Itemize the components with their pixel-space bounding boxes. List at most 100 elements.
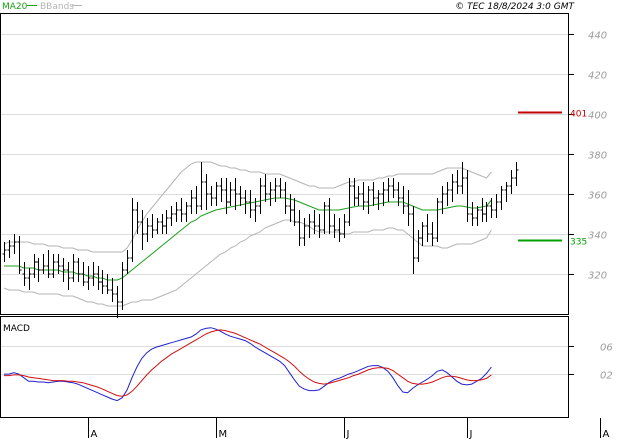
legend-bbands-label: BBands	[40, 2, 74, 12]
ohlc-bar	[480, 198, 485, 222]
ohlc-bar	[66, 262, 71, 290]
price-levels: 401 335	[518, 110, 587, 248]
ohlc-bar	[32, 254, 37, 278]
ohlc-bar	[224, 178, 229, 214]
ohlc-bar	[396, 182, 401, 206]
ohlc-bar	[209, 186, 214, 206]
ohlc-bar	[174, 202, 179, 222]
ohlc-bar	[411, 206, 416, 274]
ohlc-bar	[91, 262, 96, 286]
ohlc-bar	[509, 170, 514, 194]
ohlc-bar	[27, 268, 32, 290]
month-label: J	[346, 429, 350, 440]
ohlc-bar	[450, 174, 455, 202]
ohlc-bar	[199, 162, 204, 210]
ohlc-bar	[337, 218, 342, 242]
ohlc-bar	[41, 254, 46, 274]
ohlc-bar	[465, 170, 470, 222]
ohlc-bar	[356, 186, 361, 206]
ohlc-bar	[233, 178, 238, 210]
ohlc-bar	[484, 202, 489, 222]
ohlc-bar	[253, 198, 258, 222]
ohlc-bar	[342, 214, 347, 238]
month-label: M	[219, 429, 228, 440]
ohlc-bar	[322, 202, 327, 234]
macd-axis: 02 06	[568, 343, 613, 382]
ohlc-bar	[86, 266, 91, 290]
ohlc-bar	[150, 214, 155, 238]
ohlc-bar	[273, 178, 278, 202]
ohlc-bar	[376, 190, 381, 210]
macd-series-line	[4, 327, 492, 402]
ohlc-bar	[258, 178, 263, 214]
ohlc-bar	[292, 198, 297, 226]
ohlc-bar	[145, 218, 150, 242]
ohlc-bar	[504, 182, 509, 202]
ohlc-bar	[135, 202, 140, 234]
price-tick-label: 360	[588, 191, 607, 202]
price-axis: 320 340 360 380 400 420 440	[568, 31, 607, 282]
ohlc-bar	[283, 182, 288, 214]
ohlc-bar	[169, 206, 174, 226]
month-label: J	[469, 429, 473, 440]
macd-tick-label: 02	[600, 371, 613, 382]
ohlc-bar	[460, 162, 465, 194]
ohlc-bar	[184, 202, 189, 222]
price-tick-label: 380	[588, 151, 607, 162]
price-tick-label: 340	[588, 231, 607, 242]
ohlc-bar	[401, 186, 406, 214]
ohlc-bar	[430, 222, 435, 246]
price-tick-label: 440	[588, 31, 607, 42]
ohlc-bar	[248, 190, 253, 218]
ohlc-bar	[71, 254, 76, 282]
ohlc-bars	[2, 162, 519, 318]
ohlc-bar	[36, 258, 41, 282]
ohlc-bar	[371, 182, 376, 206]
macd-series-line	[4, 329, 492, 397]
ohlc-bar	[263, 174, 268, 202]
ohlc-bar	[391, 178, 396, 198]
ohlc-bar	[347, 178, 352, 226]
ohlc-bar	[361, 182, 366, 210]
ma20-line	[4, 197, 492, 281]
ohlc-bar	[268, 182, 273, 206]
ohlc-bar	[219, 178, 224, 202]
ohlc-bar	[76, 258, 81, 282]
ohlc-bar	[332, 214, 337, 238]
ohlc-bar	[470, 202, 475, 226]
ohlc-bar	[406, 190, 411, 226]
macd-tick-label: 06	[600, 343, 613, 354]
ohlc-bar	[51, 254, 56, 278]
bbands-lower-line	[3, 219, 492, 307]
ohlc-bar	[489, 198, 494, 218]
ohlc-bar	[381, 182, 386, 206]
ohlc-bar	[297, 210, 302, 246]
month-label: A	[91, 429, 98, 440]
ohlc-bar	[12, 234, 17, 254]
ohlc-bar	[160, 214, 165, 234]
ohlc-bar	[125, 250, 130, 274]
macd-title: MACD	[3, 324, 30, 334]
bbands-upper-line	[3, 161, 492, 253]
ohlc-bar	[288, 194, 293, 222]
ohlc-bar	[204, 174, 209, 210]
ohlc-bar	[499, 186, 504, 210]
ohlc-bar	[228, 182, 233, 206]
ohlc-bar	[514, 162, 519, 186]
ohlc-bar	[307, 214, 312, 238]
ohlc-bar	[317, 214, 322, 238]
ohlc-bar	[61, 258, 66, 282]
ohlc-bar	[494, 194, 499, 218]
chart-timestamp: © TEC 18/8/2024 3:0 GMT	[455, 2, 575, 12]
ohlc-bar	[56, 254, 61, 274]
ohlc-bar	[7, 240, 12, 258]
macd-lines	[4, 327, 492, 402]
ohlc-bar	[243, 190, 248, 214]
ohlc-bar	[352, 178, 357, 206]
ohlc-bar	[155, 218, 160, 234]
ohlc-bar	[105, 274, 110, 294]
ohlc-bar	[2, 242, 7, 262]
date-axis-strip	[0, 418, 569, 440]
